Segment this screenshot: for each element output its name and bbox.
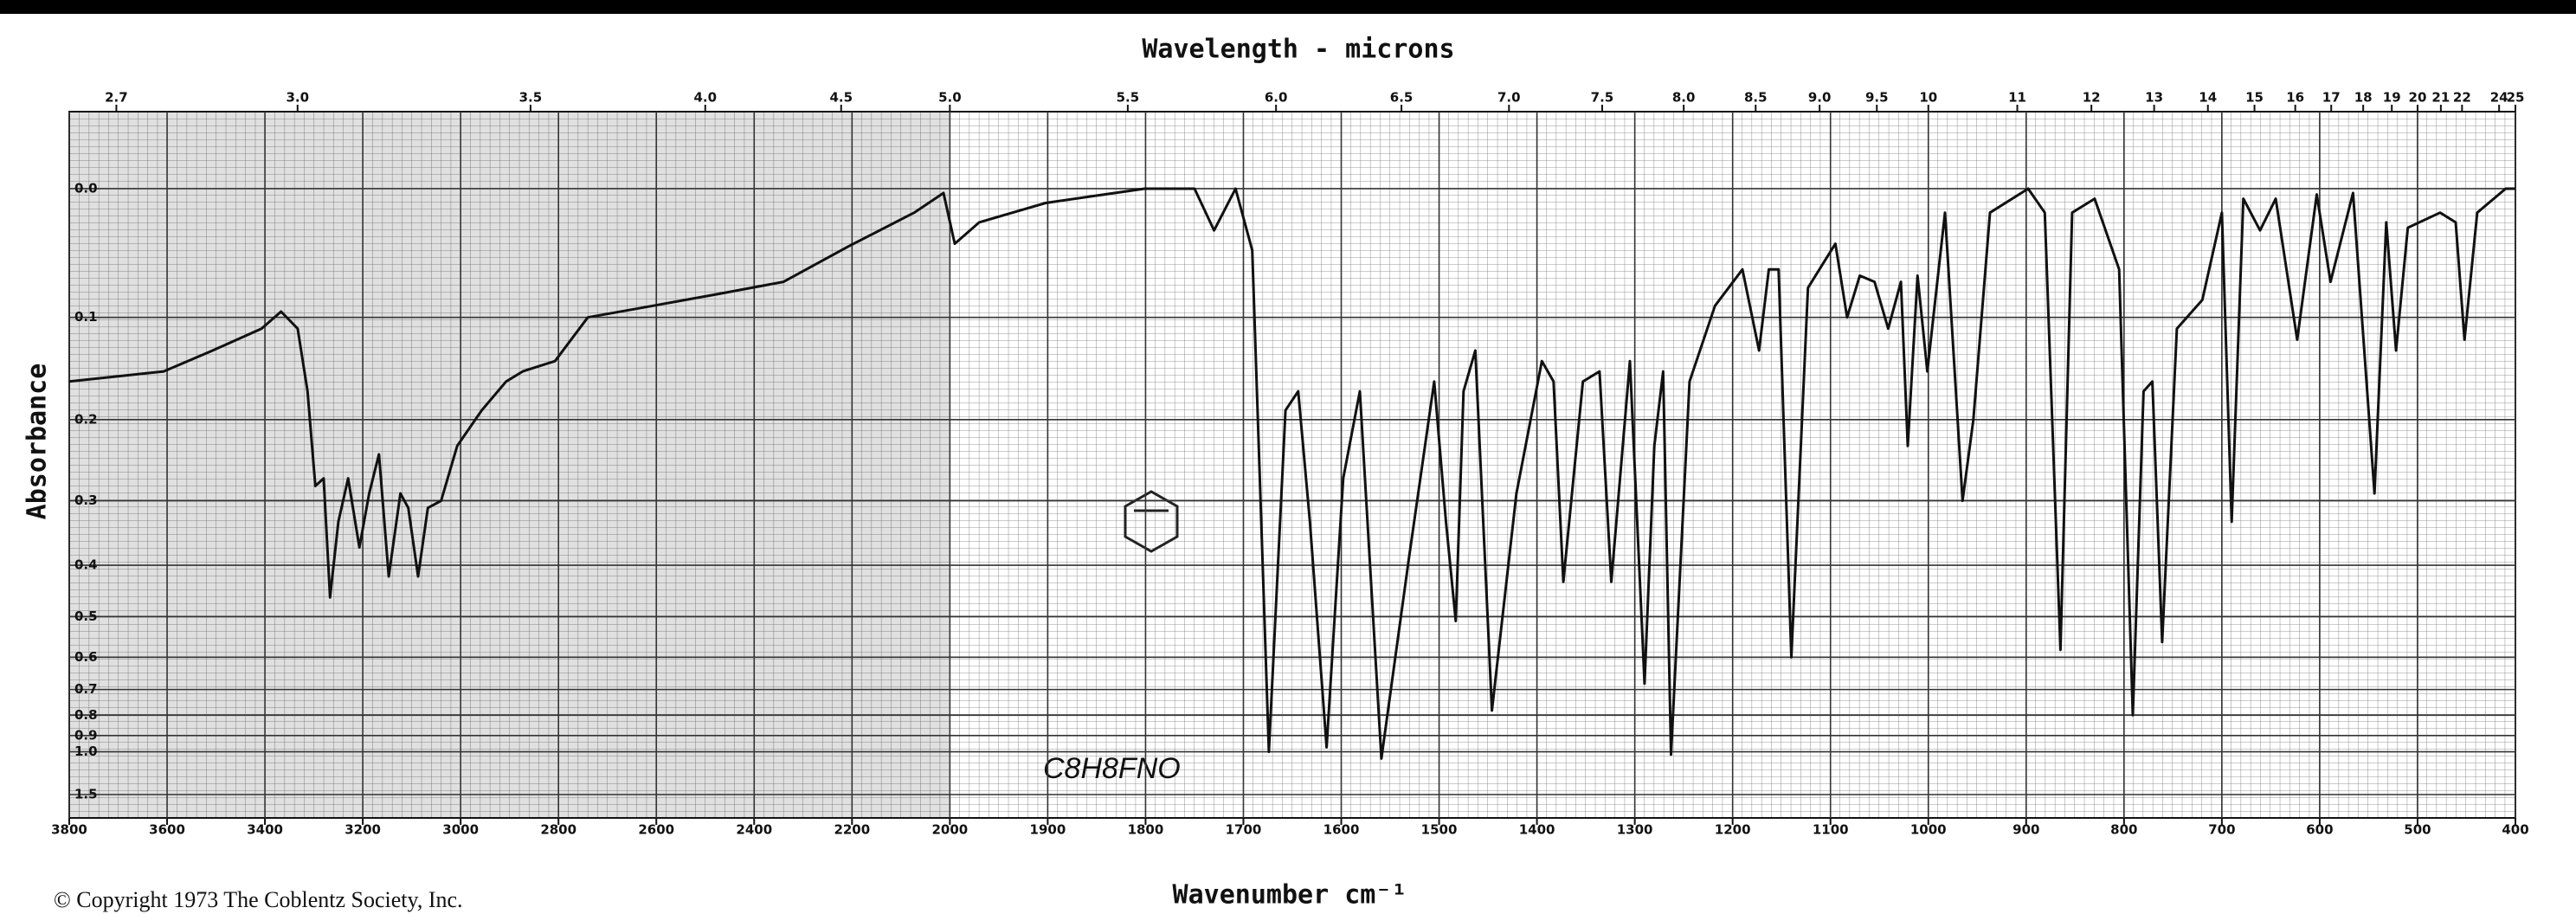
x-tick-label: 3800 xyxy=(51,822,87,838)
x-tick-label: 2400 xyxy=(736,822,772,838)
x2-tick-label: 2.7 xyxy=(105,90,128,106)
x-tick-label: 1600 xyxy=(1323,822,1360,838)
x2-tick-label: 16 xyxy=(2286,90,2304,106)
x2-tick-label: 18 xyxy=(2354,90,2373,106)
graph-paper xyxy=(69,112,2515,818)
x-tick-label: 2200 xyxy=(834,822,870,838)
copyright: © Copyright 1973 The Coblentz Society, I… xyxy=(54,887,463,912)
x2-tick-label: 13 xyxy=(2145,90,2163,106)
x-tick-label: 3600 xyxy=(149,822,185,838)
structure-sketch xyxy=(1124,490,1179,553)
x-tick-label: 600 xyxy=(2306,822,2333,838)
x-tick-label: 400 xyxy=(2502,822,2528,838)
x-tick-label: 1800 xyxy=(1128,822,1164,838)
x2-tick-label: 7.5 xyxy=(1591,90,1614,106)
x2-tick-label: 11 xyxy=(2008,90,2026,106)
x-tick-label: 1000 xyxy=(1910,822,1947,838)
x2-tick-label: 21 xyxy=(2431,90,2450,106)
scan-border xyxy=(0,0,2576,14)
y-tick-label: 0.1 xyxy=(74,309,98,325)
y-tick-label: 0.9 xyxy=(74,727,98,743)
x2-tick-label: 9.0 xyxy=(1808,90,1832,106)
y-axis-label: Absorbance xyxy=(23,364,53,520)
x-tick-label: 2800 xyxy=(540,822,576,838)
x-tick-label: 900 xyxy=(2012,822,2039,838)
x-tick-label: 1700 xyxy=(1226,822,1262,838)
y-tick-label: 0.6 xyxy=(74,649,98,665)
x2-tick-label: 20 xyxy=(2409,90,2427,106)
x2-tick-label: 14 xyxy=(2199,90,2217,106)
x-tick-label: 1200 xyxy=(1715,822,1751,838)
x2-tick-label: 25 xyxy=(2507,90,2525,106)
x2-tick-label: 6.5 xyxy=(1390,90,1414,106)
spectrum-line xyxy=(68,187,2515,760)
x-tick-label: 2000 xyxy=(931,822,968,838)
x-tick-label: 3200 xyxy=(345,822,381,838)
x2-tick-label: 12 xyxy=(2083,90,2101,106)
x2-tick-label: 6.0 xyxy=(1265,90,1288,106)
y-tick-label: 0.5 xyxy=(74,608,98,624)
x-tick-label: 3000 xyxy=(442,822,479,838)
y-tick-label: 1.0 xyxy=(74,743,98,759)
x-tick-label: 1300 xyxy=(1617,822,1653,838)
x2-tick-label: 24 xyxy=(2490,90,2508,106)
x-tick-label: 2600 xyxy=(638,822,674,838)
x-tick-label: 700 xyxy=(2208,822,2235,838)
x2-tick-label: 17 xyxy=(2322,90,2341,106)
paper-shade xyxy=(69,112,950,818)
x2-tick-label: 22 xyxy=(2453,90,2471,106)
x2-tick-label: 3.5 xyxy=(519,90,543,106)
x2-tick-label: 5.0 xyxy=(938,90,962,106)
x-tick-label: 1400 xyxy=(1519,822,1555,838)
x2-tick-label: 8.0 xyxy=(1672,90,1696,106)
x2-tick-label: 7.0 xyxy=(1497,90,1521,106)
x-tick-label: 1500 xyxy=(1421,822,1458,838)
x-axis-label: Wavenumber cm⁻¹ xyxy=(1173,880,1407,911)
x2-tick-label: 3.0 xyxy=(286,90,309,106)
x-tick-label: 500 xyxy=(2404,822,2431,838)
y-tick-label: 0.7 xyxy=(74,681,98,697)
x2-tick-label: 19 xyxy=(2383,90,2401,106)
y-tick-label: 0.2 xyxy=(74,411,98,427)
formula-annotation: C8H8FNO xyxy=(1043,752,1181,785)
x-tick-label: 800 xyxy=(2110,822,2137,838)
x2-tick-label: 5.5 xyxy=(1117,90,1140,106)
x2-tick-label: 8.5 xyxy=(1744,90,1768,106)
y-tick-label: 0.0 xyxy=(74,181,98,196)
x2-tick-label: 9.5 xyxy=(1865,90,1889,106)
x-tick-label: 1900 xyxy=(1030,822,1066,838)
x2-tick-label: 15 xyxy=(2245,90,2264,106)
x2-tick-label: 4.5 xyxy=(829,90,853,106)
x-tick-label: 1100 xyxy=(1813,822,1849,838)
x-tick-label: 3400 xyxy=(247,822,283,838)
x2-tick-label: 4.0 xyxy=(693,90,717,106)
y-tick-label: 0.4 xyxy=(74,557,98,573)
chart-title: Wavelength - microns xyxy=(1142,35,1454,65)
x2-tick-label: 10 xyxy=(1919,90,1937,106)
y-tick-label: 1.5 xyxy=(74,787,98,802)
y-tick-label: 0.8 xyxy=(74,707,98,723)
y-tick-label: 0.3 xyxy=(74,492,98,508)
